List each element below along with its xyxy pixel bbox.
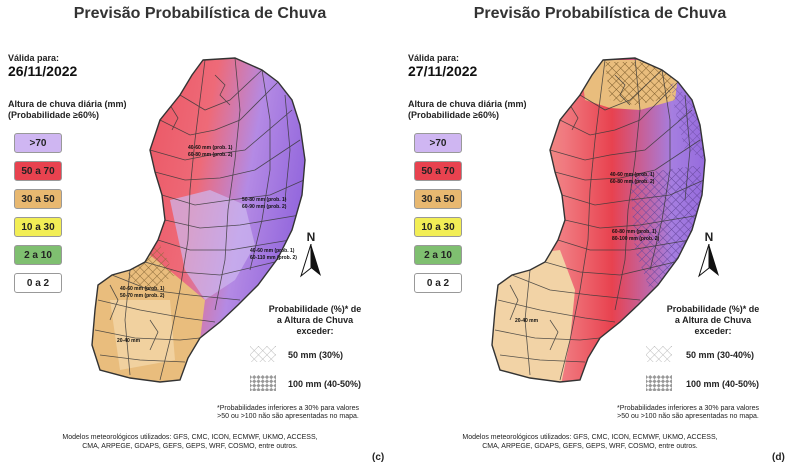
legend: >70 50 a 70 30 a 50 10 a 30 2 a 10 0 a 2 [14,133,62,301]
legend-item: >70 [14,133,62,153]
hatch-light-swatch [646,346,672,362]
prob-title-line: a Altura de Chuva [674,315,752,325]
prob-title-line: Probabilidade (%)* de [666,304,760,314]
map-label: 50-80 mm (prob. 1) [242,197,287,203]
footnote-line: >50 ou >100 não são apresentadas no mapa… [617,413,759,420]
hatch-dense-swatch [646,375,672,391]
legend-item: 30 a 50 [14,189,62,209]
legend-item: 2 a 10 [14,245,62,265]
legend-title-line: Altura de chuva diária (mm) [408,99,527,109]
models-line: CMA, ARPEGE, GDAPS, GEFS, GEPS, WRF, COS… [82,443,298,450]
legend: >70 50 a 70 30 a 50 10 a 30 2 a 10 0 a 2 [414,133,462,301]
footnote-line: >50 ou >100 não são apresentadas no mapa… [217,413,359,420]
hatch-dense-swatch [250,375,276,391]
prob-row: 100 mm (40-50%) [686,379,760,389]
legend-item: 10 a 30 [414,217,462,237]
map-label: 40-60 mm (prob. 1) [250,248,295,254]
legend-item: 0 a 2 [414,273,462,293]
footnote-line: *Probabilidades inferiores a 30% para va… [616,405,760,412]
map-label: 20-40 mm [515,318,539,324]
panel-d: 40-60 mm (prob. 1) 60-80 mm (prob. 2) 60… [400,0,800,473]
models-line: Modelos meteorológicos utilizados: GFS, … [462,434,718,441]
prob-title: Probabilidade (%)* de a Altura de Chuva … [240,304,390,337]
prob-title-line: exceder: [694,326,732,336]
north-arrow-icon: N [300,230,322,283]
footnote-line: *Probabilidades inferiores a 30% para va… [216,405,360,412]
valid-date: 26/11/2022 [8,63,78,79]
north-letter: N [306,230,316,244]
valid-label: Válida para: [8,53,60,63]
legend-item: 10 a 30 [14,217,62,237]
map-label: 40-60 mm (prob. 1) [610,172,655,178]
map-label: 40-60 mm (prob. 1) [120,286,165,292]
page-title: Previsão Probabilística de Chuva [73,5,327,22]
map-label: 60-90 mm (prob. 2) [242,204,287,210]
legend-title-line: Altura de chuva diária (mm) [8,99,127,109]
models-line: CMA, ARPEGE, GDAPS, GEFS, GEPS, WRF, COS… [482,443,698,450]
valid-label: Válida para: [408,53,460,63]
panel-c: 40-60 mm (prob. 1) 60-80 mm (prob. 2) 50… [0,5,390,463]
prob-title-line: Probabilidade (%)* de [268,304,362,314]
map-label: 80-100 mm (prob. 2) [612,236,660,242]
map-label: 40-60 mm (prob. 1) [188,145,233,151]
legend-item: >70 [414,133,462,153]
page-title: Previsão Probabilística de Chuva [473,5,727,22]
hatch-light-swatch [250,346,276,362]
models-line: Modelos meteorológicos utilizados: GFS, … [62,434,318,441]
panel-letter: (c) [372,452,385,463]
map-label: 60-110 mm (prob. 2) [250,255,297,261]
models-note: Modelos meteorológicos utilizados: GFS, … [400,433,780,451]
north-letter: N [704,230,714,244]
legend-item: 30 a 50 [414,189,462,209]
map-label: 20-40 mm [117,338,141,344]
prob-row: 50 mm (30-40%) [686,350,755,360]
legend-item: 2 a 10 [414,245,462,265]
prob-row: 50 mm (30%) [288,350,344,360]
legend-title: Altura de chuva diária (mm) (Probabilida… [8,99,127,121]
legend-title: Altura de chuva diária (mm) (Probabilida… [408,99,527,121]
prob-title-line: a Altura de Chuva [276,315,354,325]
map-label: 60-80 mm (prob. 2) [610,179,655,185]
map-label: 60-80 mm (prob. 2) [188,152,233,158]
prob-title: Probabilidade (%)* de a Altura de Chuva … [638,304,788,337]
legend-item: 0 a 2 [14,273,62,293]
valid-date: 27/11/2022 [408,63,478,79]
north-arrow-icon: N [698,230,720,283]
models-note: Modelos meteorológicos utilizados: GFS, … [0,433,380,451]
prob-row: 100 mm (40-50%) [288,379,362,389]
state-map: 40-60 mm (prob. 1) 60-80 mm (prob. 2) 50… [91,57,306,383]
legend-title-line: (Probabilidade ≥60%) [408,110,499,120]
legend-title-line: (Probabilidade ≥60%) [8,110,99,120]
footnote: *Probabilidades inferiores a 30% para va… [588,405,788,421]
legend-item: 50 a 70 [414,161,462,181]
state-map: 40-60 mm (prob. 1) 60-80 mm (prob. 2) 60… [491,57,706,383]
footnote: *Probabilidades inferiores a 30% para va… [188,405,388,421]
map-label: 50-70 mm (prob. 2) [120,293,165,299]
legend-item: 50 a 70 [14,161,62,181]
prob-title-line: exceder: [296,326,334,336]
map-label: 60-80 mm (prob. 1) [612,229,657,235]
panel-letter: (d) [772,452,785,463]
